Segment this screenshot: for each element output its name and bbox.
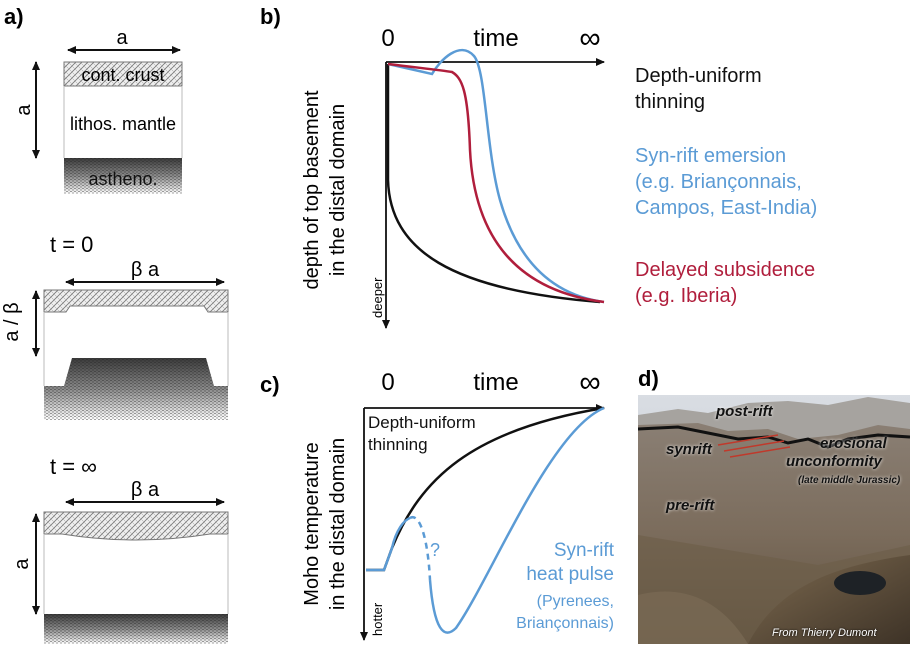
b-x-inf: ∞: [579, 22, 600, 55]
b-x-label: time: [473, 25, 518, 52]
b-curve-delayed-subsidence: [387, 62, 605, 304]
c-blue-label-1: Syn-rift: [554, 540, 615, 561]
thickness-label-t0: a / β: [1, 302, 23, 341]
thickness-label-initial: a: [13, 104, 35, 116]
panel-a-label: a): [4, 4, 24, 29]
c-x-zero: 0: [381, 369, 394, 396]
legend-synrift-2: (e.g. Briançonnais,: [635, 171, 802, 193]
b-legend: Depth-uniform thinning Syn-rift emersion…: [635, 65, 817, 307]
legend-depth-uniform-1: Depth-uniform: [635, 65, 762, 87]
label-erosional: erosional: [820, 435, 887, 452]
legend-depth-uniform-2: thinning: [635, 91, 705, 113]
b-curve-synrift-emersion: [387, 48, 605, 304]
outcrop-photo: post-rift synrift erosional unconformity…: [638, 395, 910, 644]
c-curve-heatpulse-dashed: [409, 515, 432, 581]
panel-c-label: c): [260, 372, 280, 397]
synrift-faults: [717, 434, 791, 458]
thickness-label-tinf: a: [11, 558, 33, 570]
c-question: ?: [430, 540, 440, 560]
crust-label: cont. crust: [81, 65, 164, 85]
legend-synrift-3: Campos, East-India): [635, 197, 817, 219]
block-tinf: t = ∞ β a a: [11, 454, 229, 644]
width-label-t0: β a: [131, 259, 160, 281]
c-black-label-2: thinning: [368, 435, 428, 454]
legend-delayed-2: (e.g. Iberia): [635, 285, 737, 307]
c-blue-label-2: heat pulse: [526, 564, 614, 585]
crust-layer-t0: [43, 289, 229, 313]
legend-delayed-1: Delayed subsidence: [635, 259, 815, 281]
tinf-label: t = ∞: [50, 454, 97, 479]
b-y-label-1: depth of top basement: [301, 90, 323, 289]
c-y-label-1: Moho temperature: [301, 442, 323, 605]
legend-synrift-1: Syn-rift emersion: [635, 145, 786, 167]
lake: [834, 571, 886, 595]
c-black-label-1: Depth-uniform: [368, 413, 476, 432]
c-x-label: time: [473, 369, 518, 396]
panel-b: b) 0 time ∞ depth of top basement in the…: [260, 4, 817, 329]
block-t0: t = 0 β a a / β: [1, 232, 229, 420]
panel-b-label: b): [260, 4, 281, 29]
crust-layer-tinf: [43, 511, 229, 541]
t0-label: t = 0: [50, 232, 93, 257]
c-curve-heatpulse-solid-2: [428, 406, 605, 634]
unconformity-line: [638, 425, 910, 449]
b-deeper: deeper: [370, 277, 385, 318]
label-age: (late middle Jurassic): [798, 475, 901, 486]
panel-c: c) 0 time ∞ Moho temperature in the dist…: [260, 366, 615, 641]
c-blue-label-4: Briançonnais): [516, 615, 614, 632]
width-label-tinf: β a: [131, 479, 160, 501]
b-y-label-2: in the distal domain: [327, 104, 349, 276]
crust-layer: [63, 61, 183, 87]
panel-d-label: d): [638, 366, 659, 391]
label-post-rift: post-rift: [716, 403, 773, 420]
b-x-zero: 0: [381, 25, 394, 52]
block-initial: a cont. crust lithos. mantle astheno. a: [13, 27, 183, 194]
label-synrift: synrift: [666, 441, 712, 458]
c-hotter: hotter: [370, 602, 385, 636]
c-y-label-2: in the distal domain: [327, 438, 349, 610]
b-curve-depth-uniform: [386, 64, 601, 304]
c-blue-label-3: (Pyrenees,: [537, 593, 614, 610]
c-x-inf: ∞: [579, 366, 600, 399]
astheno-label: astheno.: [88, 169, 157, 189]
label-pre-rift: pre-rift: [666, 497, 715, 514]
width-label-initial: a: [116, 27, 128, 49]
c-curve-heatpulse-solid-1: [366, 516, 411, 572]
mantle-label: lithos. mantle: [70, 114, 176, 134]
label-unconformity: unconformity: [786, 453, 882, 470]
photo-credit: From Thierry Dumont: [772, 627, 877, 639]
panel-a: a) a cont. crust lithos. mantle astheno.…: [1, 4, 229, 644]
